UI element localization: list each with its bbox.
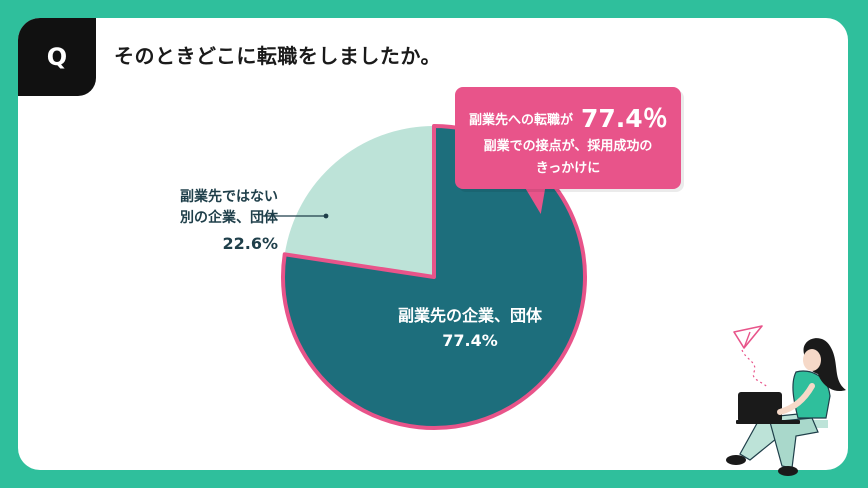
- small-slice-leader-dot: [323, 213, 329, 219]
- paper-plane-icon: [733, 325, 763, 349]
- question-badge: Q: [18, 18, 96, 96]
- callout-highlight: 77.4％: [581, 104, 668, 133]
- question-title: そのときどこに転職をしましたか。: [114, 44, 441, 68]
- laptop-base: [736, 420, 800, 424]
- small-slice-label-line1: 副業先ではない: [180, 189, 278, 205]
- laptop-screen: [738, 392, 782, 422]
- shoe-left: [726, 455, 746, 465]
- legs-back: [769, 417, 819, 469]
- arm: [777, 383, 815, 415]
- callout-box: 副業先への転職が 77.4％ 副業での接点が、採用成功の きっかけに: [455, 87, 681, 189]
- shoe-right: [778, 466, 798, 476]
- callout-line3: きっかけに: [535, 161, 601, 176]
- question-badge-letter: Q: [46, 43, 68, 71]
- plane-trail: [741, 349, 769, 389]
- pie-slice-small: [284, 126, 434, 277]
- woman-with-laptop-illustration: [726, 325, 846, 476]
- small-slice-value: 22.6%: [222, 234, 278, 253]
- callout-line1-text: 副業先への転職が: [469, 113, 574, 128]
- torso: [792, 370, 831, 419]
- large-slice-label: 副業先の企業、団体: [397, 306, 542, 325]
- face: [803, 349, 821, 371]
- callout-line1: 副業先への転職が 77.4％: [469, 99, 668, 135]
- large-slice-value: 77.4%: [442, 331, 498, 350]
- small-slice-label-line2: 別の企業、団体: [180, 210, 278, 226]
- callout-line2: 副業での接点が、採用成功の: [483, 139, 653, 154]
